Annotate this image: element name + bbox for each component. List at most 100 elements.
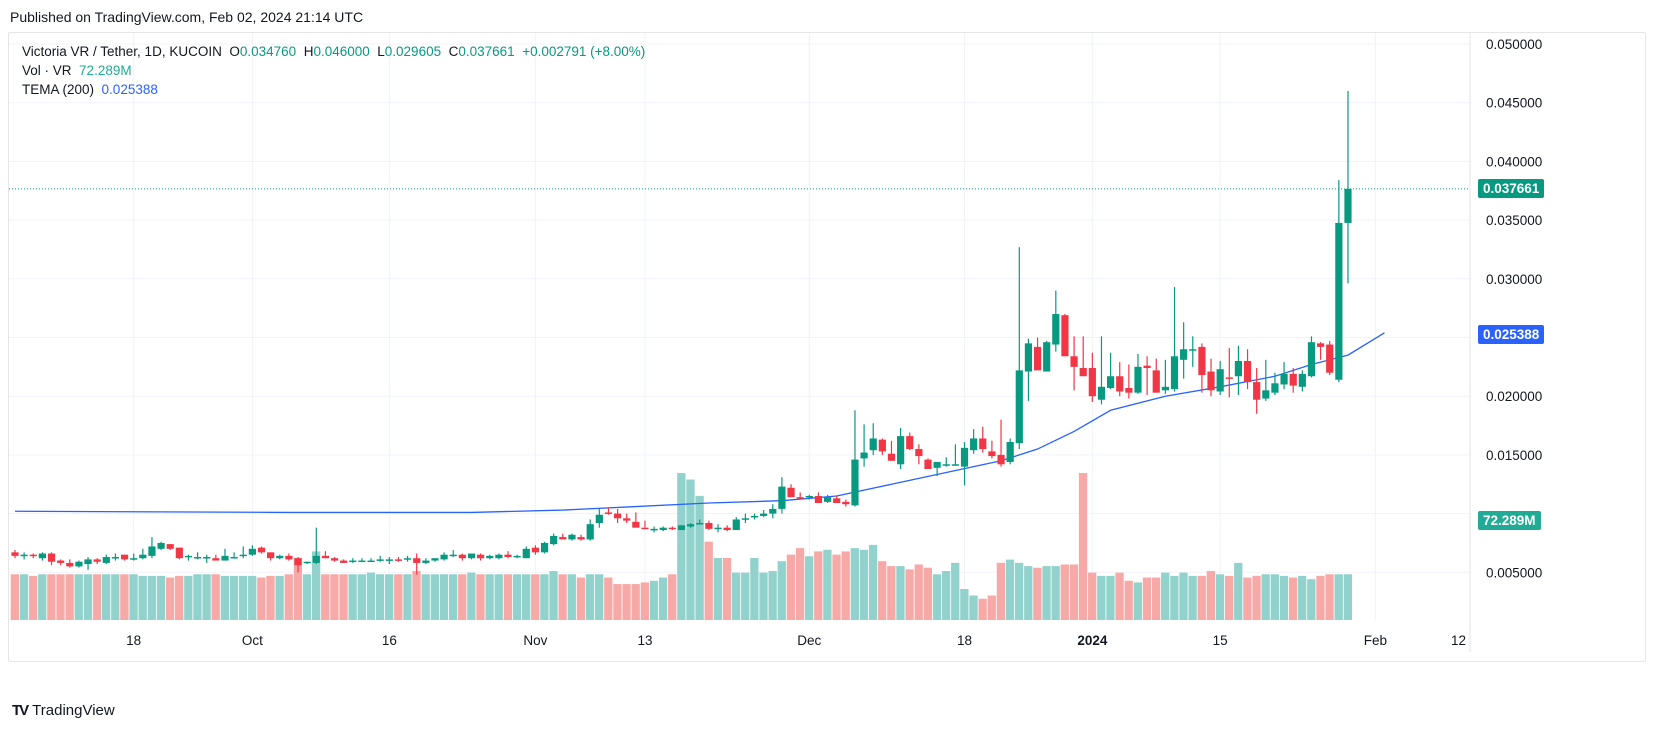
candle-up [1170, 287, 1179, 392]
candle-down [340, 559, 348, 563]
x-tick-label: Dec [797, 633, 821, 648]
candle-body [130, 558, 138, 560]
volume-bar [102, 574, 111, 620]
candle-body [358, 560, 366, 563]
x-tick-label: 18 [957, 633, 972, 648]
candle-body [741, 518, 749, 520]
x-tick-label: 2024 [1077, 633, 1108, 648]
candle-body [1262, 390, 1270, 399]
candle-body [440, 554, 448, 560]
volume-bar [129, 574, 138, 620]
candle-up [522, 546, 530, 559]
volume-bar [1288, 577, 1298, 620]
volume-bar [978, 598, 987, 620]
candle-body [1298, 373, 1306, 387]
volume-bar [795, 548, 805, 620]
candle-body [120, 554, 129, 560]
candle-down [504, 551, 512, 559]
open-value: 0.034760 [239, 44, 297, 59]
candle-up [650, 526, 658, 533]
volume-bar [467, 572, 476, 620]
candle-body [1344, 188, 1352, 223]
volume-bar [1325, 574, 1334, 620]
y-tick-label: 0.005000 [1486, 565, 1542, 580]
volume-bar [184, 575, 193, 620]
volume-bar [74, 574, 83, 620]
candle-up [1015, 247, 1023, 450]
volume-bar [914, 564, 923, 620]
candle-up [659, 526, 667, 532]
candle-body [504, 554, 512, 558]
candle-down [1088, 352, 1096, 403]
candle-down [29, 553, 37, 559]
volume-bar [941, 571, 951, 620]
candle-body [814, 495, 823, 504]
candle-body [312, 555, 320, 563]
candle-down [257, 546, 266, 554]
candle-body [1006, 441, 1014, 462]
close-label: C [448, 44, 459, 59]
footer-brand[interactable]: TV TradingView [12, 702, 115, 719]
volume-bar [595, 574, 604, 620]
candle-up [194, 552, 202, 560]
candle-down [613, 508, 622, 523]
y-tick-label: 0.015000 [1486, 448, 1542, 463]
candle-body [84, 559, 92, 565]
volume-bar [576, 577, 586, 620]
volume-bar [421, 574, 430, 620]
candle-body [1116, 376, 1124, 392]
candle-body [668, 527, 676, 530]
volume-bar [28, 575, 38, 620]
candle-down [1143, 356, 1151, 396]
candle-up [431, 558, 439, 562]
candle-up [148, 537, 156, 559]
volume-bar [357, 574, 366, 620]
candle-body [38, 553, 46, 559]
volume-bar [1097, 575, 1106, 620]
volume-bar [859, 549, 869, 620]
candle-body [951, 464, 959, 466]
legend-tema[interactable]: TEMA (200) 0.025388 [22, 80, 158, 99]
volume-bar [156, 575, 166, 620]
volume-bar [1270, 574, 1279, 620]
candle-up [513, 554, 521, 559]
x-tick-label: 18 [126, 633, 141, 648]
candle-down [1326, 341, 1334, 376]
volume-bar [1316, 575, 1325, 620]
candle-body [321, 555, 330, 559]
candle-down [458, 553, 466, 561]
candle-up [239, 546, 247, 559]
volume-bar [987, 595, 996, 620]
candle-body [294, 558, 302, 566]
candle-up [677, 525, 686, 531]
candle-up [230, 552, 238, 559]
volume-bar [1188, 575, 1197, 620]
legend-volume[interactable]: Vol · VR 72.289M [22, 61, 132, 80]
candle-body [659, 527, 667, 531]
volume-bar [193, 574, 202, 620]
candle-up [550, 533, 558, 546]
candle-body [851, 459, 859, 506]
candle-down [1070, 336, 1078, 391]
legend-ohlc: Victoria VR / Tether, 1D, KUCOIN O0.0347… [22, 42, 645, 61]
volume-bars [10, 473, 1352, 620]
volume-bar [777, 561, 786, 620]
candle-up [358, 558, 366, 563]
candle-body [1024, 343, 1033, 372]
candle-body [257, 547, 266, 553]
candle-body [613, 513, 622, 519]
candle-body [376, 559, 384, 561]
volume-bar [175, 575, 184, 620]
candle-up [157, 541, 165, 550]
candle-body [175, 547, 183, 559]
candle-body [960, 447, 969, 467]
volume-label: Vol · VR [22, 63, 72, 78]
candle-up [540, 541, 549, 554]
candle-up [823, 494, 832, 504]
legend-symbol[interactable]: Victoria VR / Tether, 1D, KUCOIN [22, 44, 222, 59]
volume-bar [284, 574, 293, 620]
candle-body [248, 548, 256, 555]
candle-up [942, 457, 950, 467]
y-tick-label: 0.050000 [1486, 37, 1542, 52]
